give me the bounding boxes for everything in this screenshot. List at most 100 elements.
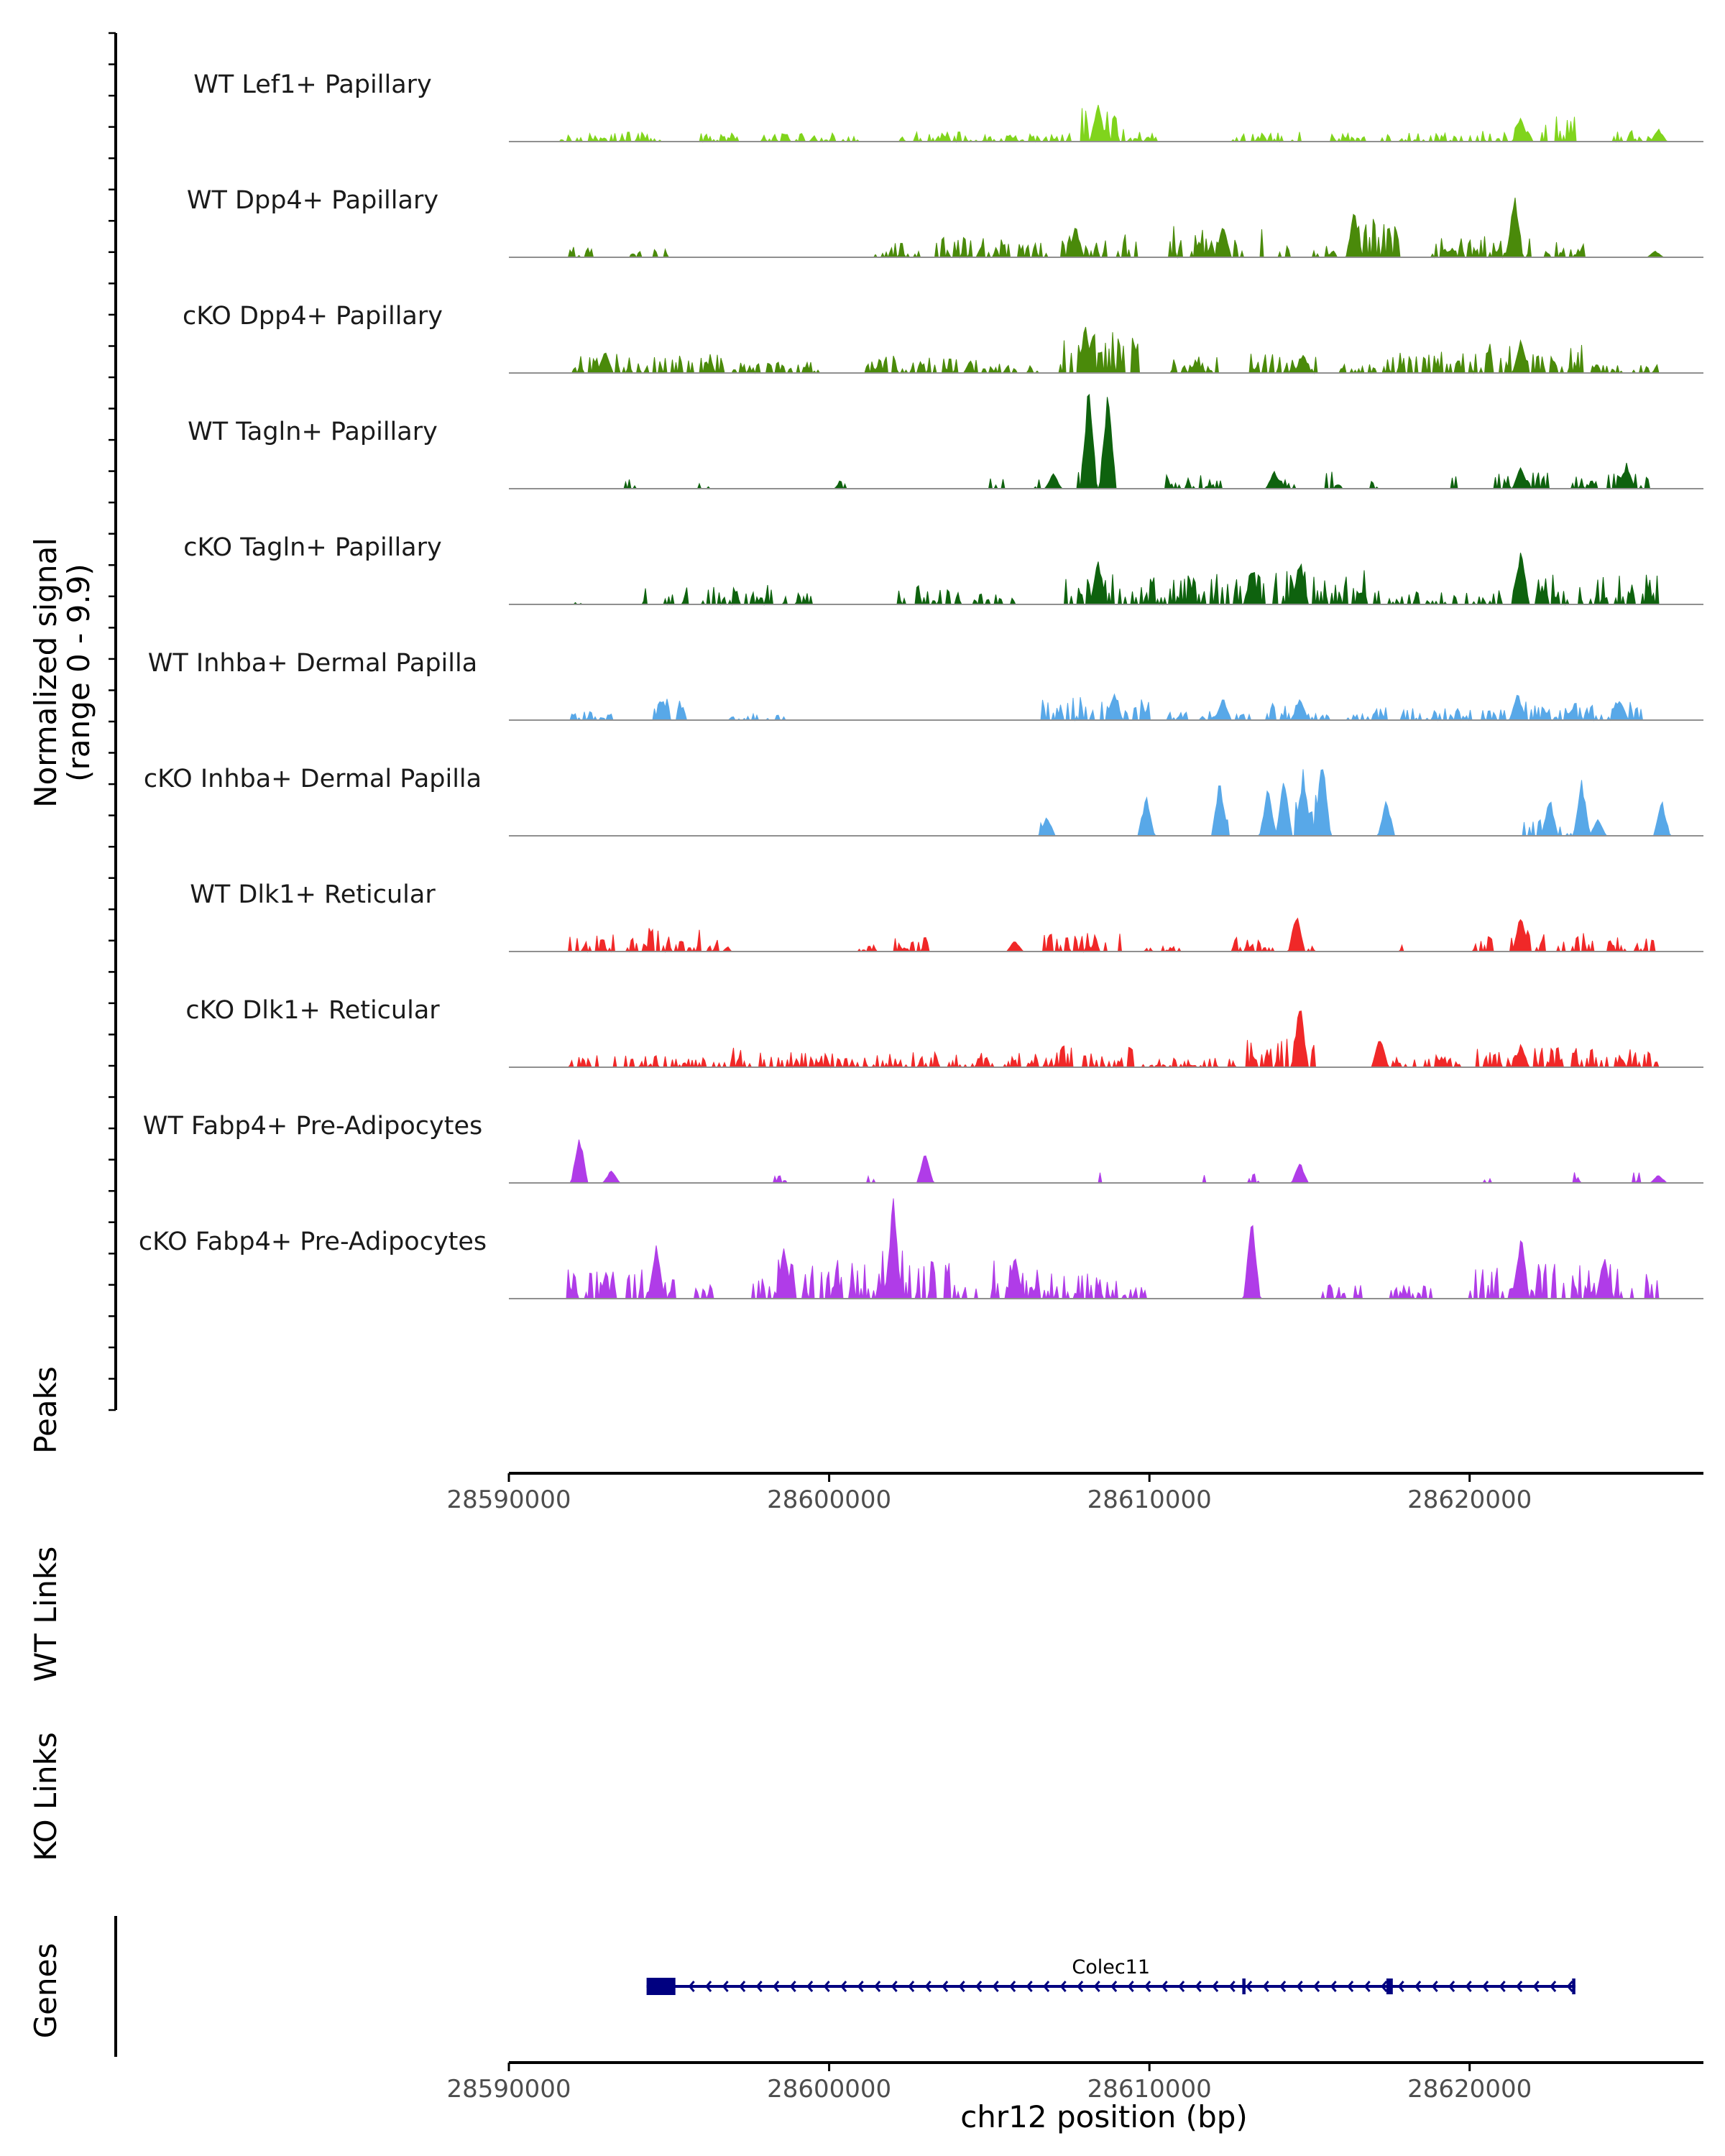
x-tick-label: 28610000 xyxy=(1087,2075,1212,2104)
strand-arrow xyxy=(1077,1981,1084,1992)
x-tick-label: 28590000 xyxy=(446,1485,571,1514)
x-tick-label: 28600000 xyxy=(767,1485,891,1514)
track-cko-fabp4-pre-adipocytes: cKO Fabp4+ Pre-Adipocytes xyxy=(139,1198,1703,1300)
x-tick-label: 28620000 xyxy=(1407,1485,1532,1514)
gene-track: Colec11 xyxy=(646,1956,1576,1995)
track-label: cKO Dpp4+ Papillary xyxy=(183,302,443,331)
strand-arrow xyxy=(1431,1981,1438,1992)
track-label: WT Tagln+ Papillary xyxy=(188,418,438,446)
gene-exon xyxy=(1572,1978,1576,1994)
track-wt-inhba-dermal-papilla: WT Inhba+ Dermal Papilla xyxy=(148,649,1703,722)
y-axis-title: Normalized signal xyxy=(28,538,63,808)
strand-arrow xyxy=(975,1981,983,1992)
signal-tracks: WT Lef1+ Papillary WT Dpp4+ Papillary cKO … xyxy=(139,70,1703,1300)
strand-arrow xyxy=(739,1981,746,1992)
track-label: WT Inhba+ Dermal Papilla xyxy=(148,649,477,678)
strand-arrow xyxy=(823,1981,830,1992)
strand-arrow xyxy=(1279,1981,1287,1992)
strand-arrow xyxy=(1566,1981,1573,1992)
track-wt-fabp4-pre-adipocytes: WT Fabp4+ Pre-Adipocytes xyxy=(143,1112,1703,1184)
x-axis-title: chr12 position (bp) xyxy=(960,2099,1248,2134)
strand-arrow xyxy=(1397,1981,1404,1992)
strand-arrow xyxy=(688,1981,695,1992)
strand-arrow xyxy=(958,1981,965,1992)
strand-arrow xyxy=(1127,1981,1134,1992)
gene-name: Colec11 xyxy=(1072,1956,1150,1978)
gene-colec11: Colec11 xyxy=(646,1956,1576,1995)
strand-arrow xyxy=(1532,1981,1540,1992)
genes-x-axis: 28590000 28600000 28610000 28620000 xyxy=(446,2061,1703,2104)
strand-arrow xyxy=(1059,1981,1067,1992)
strand-arrow xyxy=(1499,1981,1506,1992)
strand-arrow xyxy=(1381,1981,1388,1992)
strand-arrow xyxy=(924,1981,932,1992)
strand-arrow xyxy=(1465,1981,1472,1992)
strand-arrow xyxy=(789,1981,796,1992)
track-cko-tagln-papillary: cKO Tagln+ Papillary xyxy=(183,533,1703,606)
strand-arrow xyxy=(1262,1981,1269,1992)
x-tick-label: 28590000 xyxy=(446,2075,571,2104)
ko-links-track-label: KO Links xyxy=(28,1732,63,1861)
track-cko-inhba-dermal-papilla: cKO Inhba+ Dermal Papilla xyxy=(144,765,1703,837)
strand-arrow xyxy=(1110,1981,1118,1992)
track-cko-dlk1-reticular: cKO Dlk1+ Reticular xyxy=(185,996,1703,1069)
x-tick-label: 28620000 xyxy=(1407,2075,1532,2104)
track-label: cKO Tagln+ Papillary xyxy=(183,533,442,562)
track-label: cKO Fabp4+ Pre-Adipocytes xyxy=(139,1227,487,1256)
y-axis-range: (range 0 - 9.9) xyxy=(61,563,96,782)
track-cko-dpp4-papillary: cKO Dpp4+ Papillary xyxy=(183,302,1703,374)
track-label: WT Dlk1+ Reticular xyxy=(190,880,436,909)
track-label: WT Fabp4+ Pre-Adipocytes xyxy=(143,1112,482,1141)
strand-arrow xyxy=(840,1981,847,1992)
strand-arrow xyxy=(908,1981,915,1992)
strand-arrow xyxy=(755,1981,763,1992)
track-wt-tagln-papillary: WT Tagln+ Papillary xyxy=(188,393,1703,490)
strand-arrow xyxy=(1448,1981,1455,1992)
strand-arrow xyxy=(773,1981,780,1992)
gene-exon xyxy=(646,1978,676,1995)
strand-arrow xyxy=(891,1981,898,1992)
strand-arrow xyxy=(1212,1981,1219,1992)
coverage-area xyxy=(509,393,1703,490)
track-label: WT Lef1+ Papillary xyxy=(193,70,432,99)
strand-arrow xyxy=(1009,1981,1016,1992)
strand-arrow xyxy=(1313,1981,1320,1992)
strand-arrow xyxy=(1414,1981,1422,1992)
strand-arrow xyxy=(1144,1981,1151,1992)
peaks-track-label: Peaks xyxy=(28,1366,63,1454)
strand-arrow xyxy=(1161,1981,1168,1992)
track-label: cKO Inhba+ Dermal Papilla xyxy=(144,765,482,793)
strand-arrow xyxy=(1550,1981,1557,1992)
x-tick-label: 28600000 xyxy=(767,2075,891,2104)
strand-arrow xyxy=(1178,1981,1185,1992)
strand-arrow xyxy=(1195,1981,1202,1992)
strand-arrow xyxy=(705,1981,712,1992)
coverage-area xyxy=(509,104,1703,143)
strand-arrow xyxy=(1246,1981,1253,1992)
genes-track-label: Genes xyxy=(28,1943,63,2039)
track-label: cKO Dlk1+ Reticular xyxy=(185,996,440,1025)
track-wt-dpp4-papillary: WT Dpp4+ Papillary xyxy=(187,186,1703,259)
strand-arrow xyxy=(1093,1981,1100,1992)
strand-arrow xyxy=(1026,1981,1033,1992)
wt-links-track-label: WT Links xyxy=(28,1547,63,1682)
track-wt-dlk1-reticular: WT Dlk1+ Reticular xyxy=(190,880,1703,953)
signal-y-axis xyxy=(109,32,117,1411)
strand-arrow xyxy=(1330,1981,1337,1992)
track-label: WT Dpp4+ Papillary xyxy=(187,186,438,215)
strand-arrow xyxy=(857,1981,864,1992)
strand-arrow xyxy=(1296,1981,1303,1992)
strand-arrow xyxy=(806,1981,814,1992)
strand-arrow xyxy=(874,1981,881,1992)
strand-arrow xyxy=(992,1981,999,1992)
track-wt-lef1-papillary: WT Lef1+ Papillary xyxy=(193,70,1703,143)
strand-arrow xyxy=(1363,1981,1371,1992)
gene-exon xyxy=(1242,1978,1246,1994)
x-tick-label: 28610000 xyxy=(1087,1485,1212,1514)
peaks-x-axis: 28590000 28600000 28610000 28620000 xyxy=(446,1472,1703,1514)
gene-exon xyxy=(1386,1978,1393,1994)
strand-arrow xyxy=(1043,1981,1050,1992)
strand-arrow xyxy=(1516,1981,1523,1992)
strand-arrow xyxy=(722,1981,729,1992)
